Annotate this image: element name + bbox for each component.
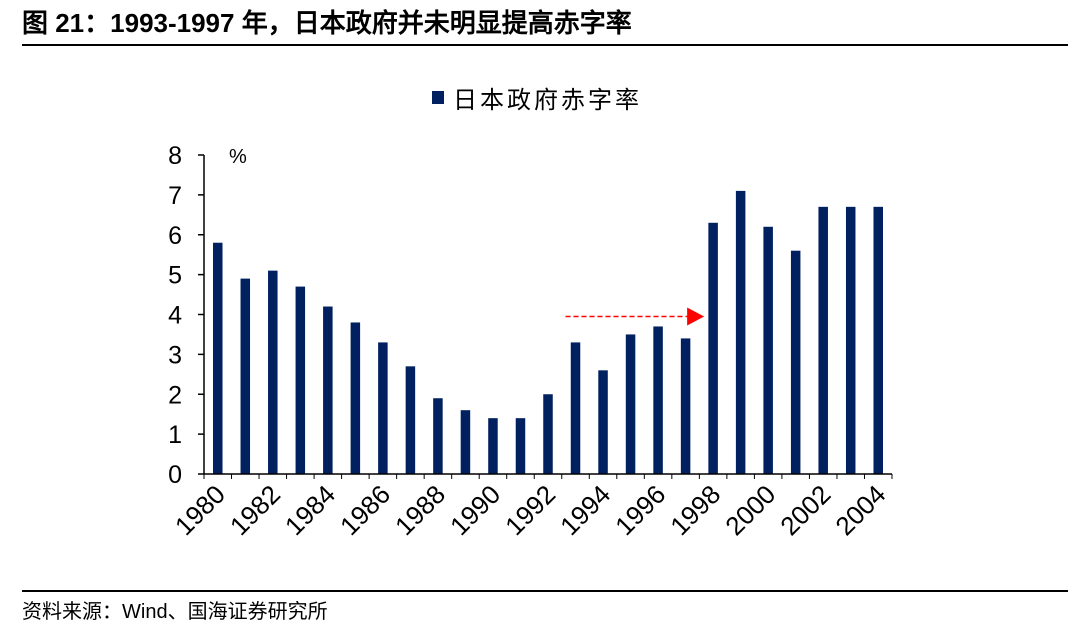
- bar-1986: [378, 342, 388, 474]
- bar-1999: [735, 190, 746, 474]
- x-tick-label: 1992: [499, 479, 561, 541]
- x-tick-label: 2000: [719, 479, 781, 541]
- bar-2004: [873, 206, 883, 474]
- y-tick-label: 7: [168, 182, 182, 210]
- bar-1980: [213, 242, 223, 474]
- annotation-arrow-head-icon: [687, 307, 705, 326]
- y-tick-label: 5: [168, 262, 182, 290]
- y-tick-label: 0: [168, 461, 182, 489]
- bar-1984: [323, 306, 333, 474]
- bar-1988: [433, 398, 443, 474]
- bar-1995: [625, 334, 636, 474]
- source-note: 资料来源：Wind、国海证券研究所: [22, 601, 328, 623]
- bar-1997: [680, 338, 691, 474]
- bar-2000: [763, 226, 773, 474]
- annotations: [565, 307, 705, 326]
- figure-title: 图 21：1993-1997 年，日本政府并未明显提高赤字率: [22, 8, 632, 38]
- bar-2002: [818, 206, 828, 474]
- y-tick-label: 3: [168, 341, 182, 369]
- x-tick-label: 2004: [829, 479, 891, 541]
- legend-label: 日本政府赤字率: [453, 87, 642, 114]
- y-tick-label: 1: [168, 421, 182, 449]
- x-tick-label: 1998: [664, 479, 726, 541]
- bars: [213, 190, 883, 474]
- x-tick-label: 1988: [389, 479, 451, 541]
- title-divider: [22, 44, 1068, 46]
- footer-divider: [22, 590, 1068, 592]
- bar-1981: [240, 278, 251, 474]
- y-tick-label: 6: [168, 222, 182, 250]
- legend-swatch: [432, 91, 444, 104]
- bar-1983: [295, 286, 306, 474]
- legend: 日本政府赤字率: [432, 87, 642, 114]
- x-tick-label: 1984: [279, 479, 341, 541]
- bar-1985: [350, 322, 361, 474]
- bar-1982: [268, 270, 278, 474]
- bar-1993: [570, 342, 581, 474]
- bar-1996: [653, 326, 663, 474]
- x-tick-label: 2002: [774, 479, 836, 541]
- y-tick-label: 4: [168, 302, 182, 330]
- x-tick-label: 1982: [224, 479, 286, 541]
- x-tick-label: 1996: [609, 479, 671, 541]
- bar-1987: [405, 366, 416, 474]
- bar-1991: [515, 418, 526, 474]
- x-tick-label: 1990: [444, 479, 506, 541]
- bar-1989: [460, 410, 471, 474]
- y-axis-unit: %: [229, 146, 247, 168]
- bar-1994: [598, 370, 608, 474]
- bar-2003: [845, 206, 856, 474]
- bar-1998: [708, 222, 718, 474]
- bar-1992: [543, 394, 553, 474]
- x-tick-label: 1986: [334, 479, 396, 541]
- bar-2001: [790, 250, 801, 474]
- bar-1990: [488, 418, 498, 474]
- x-tick-label: 1994: [554, 479, 616, 541]
- y-tick-label: 8: [168, 142, 182, 170]
- y-tick-label: 2: [168, 381, 182, 409]
